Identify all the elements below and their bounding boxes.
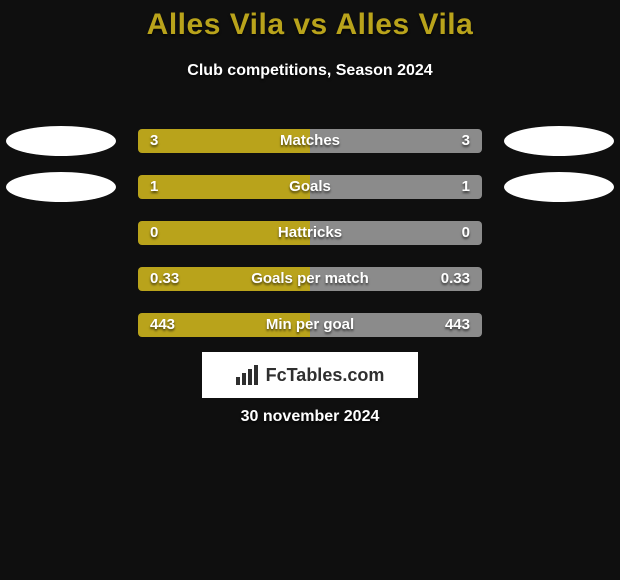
stat-row: 00Hattricks: [0, 210, 620, 256]
stat-value-right: 3: [450, 129, 482, 153]
stat-value-left: 443: [138, 313, 187, 337]
stat-value-right: 443: [433, 313, 482, 337]
stats-rows: 33Matches11Goals00Hattricks0.330.33Goals…: [0, 118, 620, 348]
stat-value-left: 3: [138, 129, 170, 153]
stat-row: 11Goals: [0, 164, 620, 210]
page-title: Alles Vila vs Alles Vila: [0, 8, 620, 42]
date-text: 30 november 2024: [0, 408, 620, 426]
brand-bars-icon: [236, 365, 260, 385]
brand-badge: FcTables.com: [202, 352, 418, 398]
stat-bar: 33Matches: [138, 129, 482, 153]
team-badge-left: [6, 126, 116, 156]
stat-value-left: 0: [138, 221, 170, 245]
stat-row: 33Matches: [0, 118, 620, 164]
brand-text: FcTables.com: [266, 365, 385, 386]
stat-bar: 11Goals: [138, 175, 482, 199]
team-badge-left: [6, 172, 116, 202]
stat-bar: 443443Min per goal: [138, 313, 482, 337]
stat-value-right: 0.33: [429, 267, 482, 291]
stat-row: 443443Min per goal: [0, 302, 620, 348]
stat-value-left: 0.33: [138, 267, 191, 291]
comparison-canvas: Alles Vila vs Alles Vila Club competitio…: [0, 0, 620, 580]
stat-value-left: 1: [138, 175, 170, 199]
stat-bar: 00Hattricks: [138, 221, 482, 245]
stat-value-right: 1: [450, 175, 482, 199]
stat-bar: 0.330.33Goals per match: [138, 267, 482, 291]
team-badge-right: [504, 172, 614, 202]
team-badge-right: [504, 126, 614, 156]
stat-value-right: 0: [450, 221, 482, 245]
stat-row: 0.330.33Goals per match: [0, 256, 620, 302]
subtitle: Club competitions, Season 2024: [0, 62, 620, 80]
